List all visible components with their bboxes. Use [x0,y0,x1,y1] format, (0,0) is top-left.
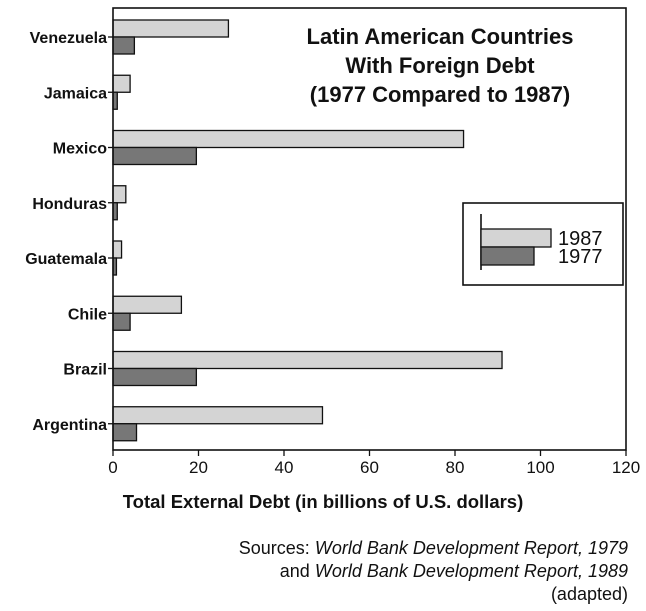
category-label: Guatemala [25,251,107,268]
bar-argentina-1987 [112,406,324,425]
legend-label-1987: 1987 [558,228,603,250]
bar-argentina-1977 [112,423,138,442]
bar-honduras-1987 [112,185,127,204]
bar-brazil-1977 [112,367,198,387]
bar-mexico-1987 [112,129,465,149]
title-line: Latin American Countries [307,24,574,49]
sources-connector: and [279,561,310,581]
category-label: Brazil [63,362,107,379]
x-tick-label: 40 [275,458,294,477]
sources-ref-1: World Bank Development Report, 1979 [314,538,628,558]
x-tick-label: 80 [446,458,465,477]
legend-swatch-1987 [480,228,552,248]
title-line: With Foreign Debt [345,53,535,78]
bar-guatemala-1987 [112,240,123,259]
legend-swatch-1977 [480,246,535,266]
bar-jamaica-1987 [112,74,131,93]
x-tick-label: 60 [360,458,379,477]
sources-ref-2: World Bank Development Report, 1989 [314,561,628,581]
bar-chile-1977 [112,312,131,331]
bar-venezuela-1977 [112,36,136,55]
category-label: Jamaica [44,85,107,102]
sources-note: Sources: World Bank Development Report, … [239,537,628,606]
category-label: Argentina [32,417,107,434]
x-tick-label: 100 [526,458,554,477]
bar-brazil-1987 [112,350,503,370]
category-label: Chile [68,306,107,323]
bar-venezuela-1987 [112,19,230,38]
legend-label-1977: 1977 [558,246,603,268]
x-tick-label: 0 [108,458,117,477]
category-label: Mexico [53,141,107,158]
x-tick-label: 20 [189,458,208,477]
title-line: (1977 Compared to 1987) [310,82,570,107]
x-tick-label: 120 [612,458,640,477]
x-axis-label: Total External Debt (in billions of U.S.… [122,491,524,512]
axis-layer: Venezuela Jamaica Mexico Honduras Guatemala C… [25,7,640,477]
sources-line-2: and World Bank Development Report, 1989 [239,560,628,583]
bar-mexico-1977 [112,146,198,166]
bar-chile-1987 [112,295,183,314]
chart-title: Latin American Countries With Foreign Deb… [307,24,574,107]
category-label: Honduras [32,196,107,213]
sources-line-1: Sources: World Bank Development Report, … [239,537,628,560]
sources-note-adapted: (adapted) [550,584,628,604]
category-label: Venezuela [30,30,107,47]
sources-prefix: Sources: [238,538,310,558]
bar-chart: Venezuela Jamaica Mexico Honduras Guatemala C… [25,7,640,477]
